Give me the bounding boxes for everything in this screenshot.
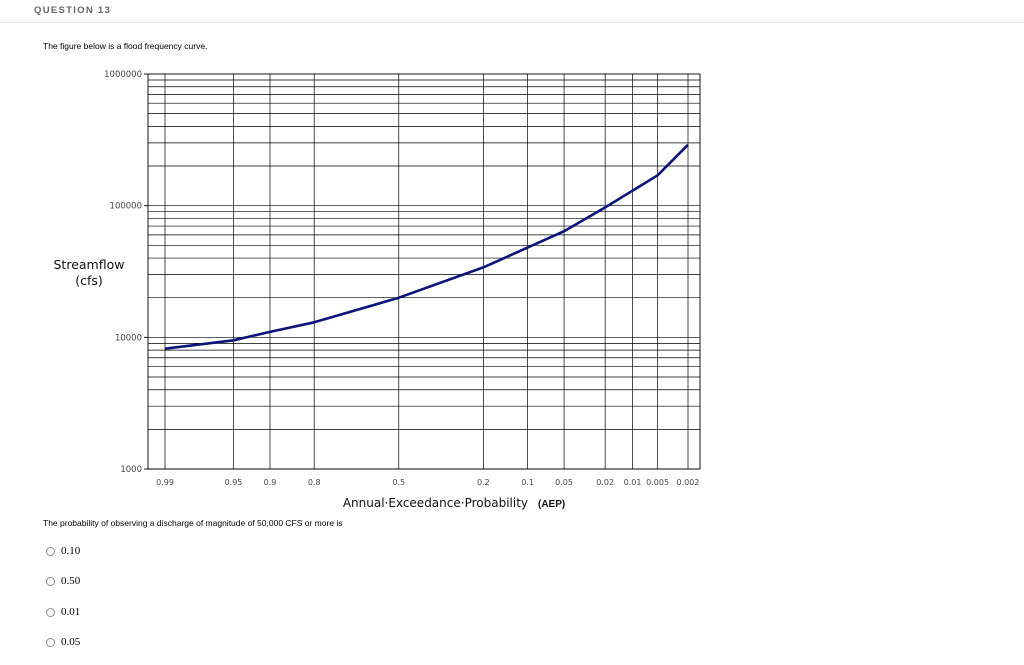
y-axis-unit: (cfs): [75, 273, 103, 288]
y-axis-title: Streamflow: [54, 257, 125, 272]
question-header: QUESTION 13: [0, 0, 1024, 23]
chart-grid: [148, 74, 700, 470]
answer-option-2[interactable]: 0.50: [46, 575, 80, 587]
x-axis-suffix: (AEP): [538, 499, 565, 510]
plot-frame: [147, 73, 701, 470]
question-number: QUESTION 13: [34, 5, 112, 16]
radio-button[interactable]: [46, 637, 55, 647]
answer-option-4[interactable]: 0.05: [46, 636, 80, 648]
radio-button[interactable]: [46, 607, 55, 617]
x-tick-label: 0.9: [264, 478, 277, 487]
x-tick-label: 0.02: [596, 478, 614, 487]
x-axis-title: Annual·Exceedance·Probability: [343, 496, 528, 510]
x-tick-label: 0.99: [156, 478, 174, 487]
question-intro: The figure below is a flood frequency cu…: [43, 41, 208, 51]
x-tick-label: 0.005: [646, 478, 669, 487]
y-tick-label: 1000: [120, 465, 142, 475]
x-tick-label: 0.1: [521, 478, 534, 487]
question-prompt: The probability of observing a discharge…: [43, 518, 343, 528]
y-tick-label: 1000000: [104, 70, 142, 80]
x-tick-label: 0.95: [225, 478, 243, 487]
flood-frequency-chart: 1000 10000 100000 1000000 0.99 0.95 0.9 0.8 0.5 0…: [54, 70, 701, 510]
x-tick-label: 0.01: [624, 478, 642, 487]
x-tick-label: 0.2: [477, 478, 490, 487]
x-tick-label: 0.5: [392, 478, 405, 487]
radio-button[interactable]: [46, 576, 55, 586]
answer-option-1[interactable]: 0.10: [46, 545, 80, 557]
x-tick-label: 0.8: [308, 478, 321, 487]
option-label: 0.05: [61, 636, 81, 648]
y-tick-label: 100000: [110, 202, 142, 212]
x-tick-label: 0.05: [555, 478, 573, 487]
flood-frequency-curve: [164, 143, 689, 350]
option-label: 0.50: [61, 575, 81, 587]
y-tick-label: 10000: [115, 333, 142, 343]
radio-button[interactable]: [46, 546, 55, 556]
x-tick-label: 0.002: [677, 478, 700, 487]
option-label: 0.01: [61, 606, 81, 618]
option-label: 0.10: [61, 545, 81, 557]
answer-option-3[interactable]: 0.01: [46, 606, 80, 618]
